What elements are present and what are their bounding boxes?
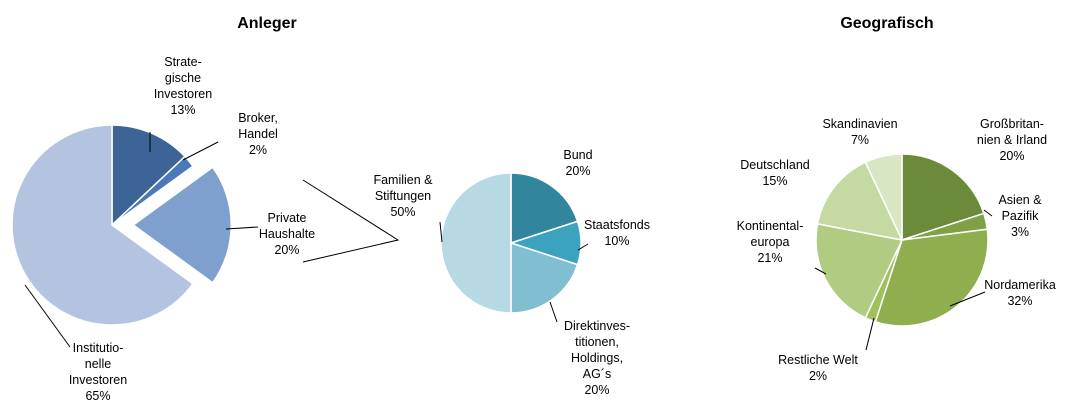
value-label: 7% bbox=[851, 133, 869, 147]
value-label: 3% bbox=[1011, 225, 1029, 239]
slice-label: Skandinavien bbox=[822, 117, 897, 131]
pie-slice bbox=[11, 124, 194, 326]
slice-label: Restliche Welt bbox=[778, 353, 858, 367]
slice-label: Staatsfonds bbox=[584, 218, 650, 232]
slice-label: Broker, Handel bbox=[238, 111, 278, 141]
value-label: 15% bbox=[762, 174, 787, 188]
slice-label: Großbritan-nien & Irland bbox=[977, 117, 1047, 147]
pie-slice bbox=[901, 153, 985, 242]
value-label: 13% bbox=[170, 103, 195, 117]
leader-line bbox=[949, 291, 986, 307]
slice-label: Bund bbox=[563, 148, 592, 162]
slice-label: Asien & Pazifik bbox=[998, 193, 1042, 223]
slice-label: Strate-gische Investoren bbox=[154, 55, 212, 101]
leader-line bbox=[983, 209, 993, 217]
slice-label: Familien & Stiftungen bbox=[373, 173, 433, 203]
pie-slice bbox=[816, 161, 904, 242]
value-label: 2% bbox=[249, 143, 267, 157]
pie-slice bbox=[815, 223, 904, 319]
pie-slice bbox=[864, 153, 903, 241]
pie-slice bbox=[440, 172, 512, 314]
value-label: 20% bbox=[999, 149, 1024, 163]
value-label: 50% bbox=[390, 205, 415, 219]
slice-label: Direktinves-titionen, Holdings, AG´s bbox=[564, 319, 630, 381]
chart-title: Anleger bbox=[237, 15, 297, 32]
pie-slice bbox=[111, 155, 194, 226]
slice-label: Deutschland bbox=[740, 158, 810, 172]
value-label: 21% bbox=[757, 251, 782, 265]
pie-slice bbox=[510, 241, 579, 314]
pie-slice bbox=[129, 164, 234, 286]
value-label: 65% bbox=[85, 389, 110, 401]
pie-slice bbox=[111, 124, 186, 227]
slice-label: Private Haushalte bbox=[259, 211, 315, 241]
value-label: 32% bbox=[1007, 294, 1032, 308]
pie-slice bbox=[510, 172, 579, 245]
leader-line bbox=[24, 284, 71, 348]
value-label: 20% bbox=[565, 164, 590, 178]
connector-line bbox=[302, 179, 400, 263]
value-label: 20% bbox=[274, 243, 299, 257]
slice-label: Nordamerika bbox=[984, 278, 1056, 292]
chart-title: Geografisch bbox=[840, 15, 933, 32]
leader-line bbox=[225, 226, 259, 230]
slice-label: Institutio-nelle Investoren bbox=[69, 341, 127, 387]
leader-line bbox=[549, 301, 558, 323]
leader-line bbox=[182, 141, 219, 161]
leader-line bbox=[439, 221, 443, 243]
leader-line bbox=[865, 317, 875, 351]
value-label: 20% bbox=[584, 383, 609, 397]
leader-line bbox=[577, 243, 589, 251]
value-label: 10% bbox=[604, 234, 629, 248]
slice-label: Kontinental-europa bbox=[737, 219, 804, 249]
leader-line bbox=[814, 267, 827, 275]
value-label: 2% bbox=[809, 369, 827, 383]
